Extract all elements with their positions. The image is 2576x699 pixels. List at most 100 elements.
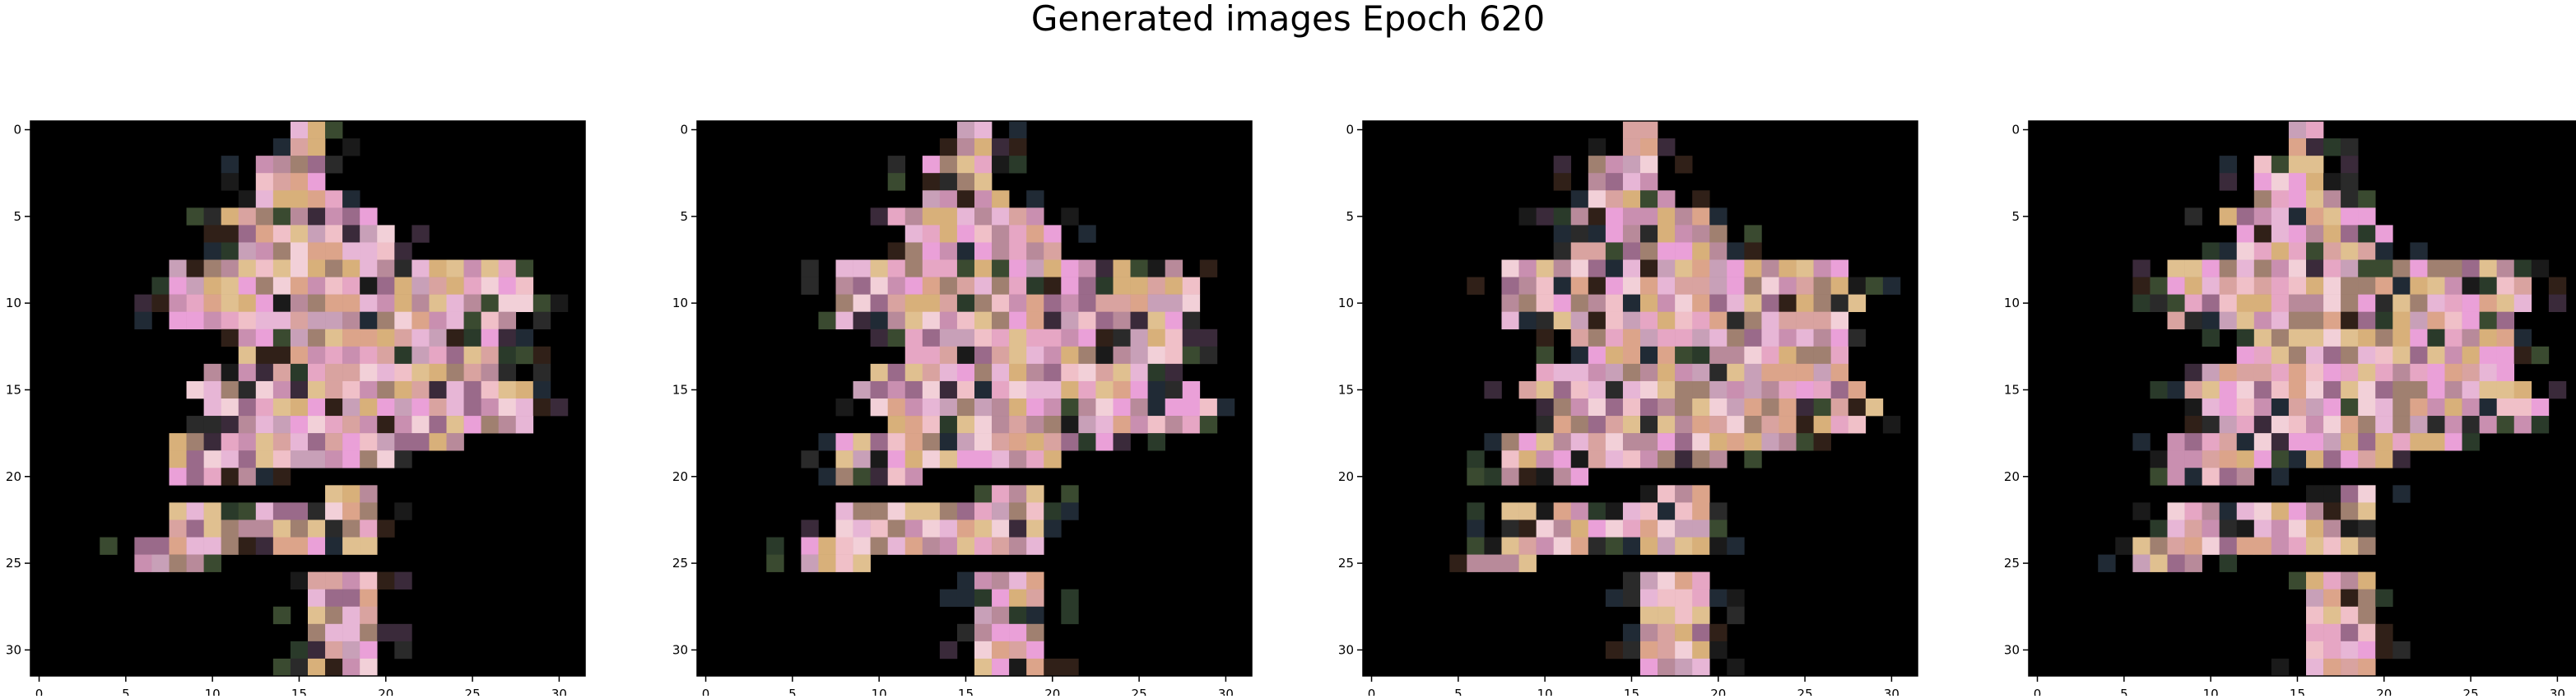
image-pixel [888,433,905,450]
image-pixel [2497,295,2514,312]
image-pixel [1571,433,1588,450]
image-pixel [2323,190,2341,207]
image-pixel [1848,416,1866,433]
image-pixel [1165,295,1183,312]
image-pixel [1779,260,1797,277]
image-pixel [2358,641,2375,659]
image-pixel [2150,295,2167,312]
image-pixel [2289,572,2306,589]
image-pixel [1709,295,1727,312]
image-pixel [1623,173,1640,190]
image-pixel [1502,312,1519,329]
image-pixel [888,502,905,520]
image-pixel [1095,277,1113,295]
image-pixel [905,538,923,555]
image-pixel [170,277,187,295]
image-pixel [2185,398,2202,416]
image-pixel [2237,207,2254,225]
image-pixel [412,398,429,416]
image-pixel [1761,347,1779,364]
image-pixel [871,538,888,555]
image-pixel [2289,242,2306,259]
image-pixel [2271,277,2289,295]
image-pixel [888,538,905,555]
image-pixel [377,398,394,416]
image-pixel [1095,347,1113,364]
image-pixel [1848,381,1866,398]
image-pixel [957,207,974,225]
image-pixel [2427,364,2444,381]
image-pixel [1148,347,1165,364]
image-pixel [1692,364,1709,381]
x-tick-label: 10 [205,687,221,696]
image-pixel [888,260,905,277]
image-pixel [1623,364,1640,381]
x-tick-label: 10 [1537,687,1553,696]
image-pixel [992,607,1009,624]
image-pixel [342,207,360,225]
image-pixel [1061,277,1078,295]
image-pixel [377,277,394,295]
x-tick-label: 15 [958,687,974,696]
image-pixel [1095,364,1113,381]
image-pixel [2202,450,2220,468]
image-pixel [1623,416,1640,433]
image-pixel [481,295,499,312]
image-pixel [360,485,377,502]
image-pixel [2220,520,2237,537]
image-pixel [342,589,360,607]
image-pixel [2323,347,2341,364]
x-tick-label: 20 [378,687,393,696]
x-tick-label: 30 [1884,687,1899,696]
image-pixel [1761,433,1779,450]
image-pixel [853,433,871,450]
image-pixel [291,242,308,259]
image-pixel [273,329,291,347]
x-tick-label: 30 [2550,687,2565,696]
image-pixel [1537,450,1554,468]
image-pixel [1009,641,1026,659]
image-pixel [273,364,291,381]
image-pixel [1571,242,1588,259]
image-pixel [1554,295,1571,312]
image-pixel [888,242,905,259]
image-pixel [1779,312,1797,329]
image-pixel [940,398,957,416]
image-pixel [957,190,974,207]
image-pixel [273,173,291,190]
image-pixel [2237,502,2254,520]
image-pixel [836,502,853,520]
image-pixel [2185,468,2202,485]
image-pixel [905,312,923,329]
image-pixel [2202,260,2220,277]
image-pixel [1009,572,1026,589]
image-pixel [1692,225,1709,242]
image-pixel [412,295,429,312]
image-pixel [1537,329,1554,347]
image-pixel [1183,277,1200,295]
image-pixel [1588,398,1606,416]
image-pixel [2445,260,2462,277]
image-pixel [1588,538,1606,555]
image-pixel [1519,381,1537,398]
image-pixel [1061,433,1078,450]
y-tick-label: 25 [672,556,688,571]
image-pixel [1588,295,1606,312]
image-pixel [1148,381,1165,398]
image-pixel [2185,502,2202,520]
image-pixel [2271,260,2289,277]
image-pixel [1131,312,1148,329]
image-pixel [256,450,273,468]
image-pixel [1640,520,1658,537]
image-pixel [1848,277,1866,295]
image-pixel [325,381,342,398]
image-pixel [2202,468,2220,485]
image-pixel [308,190,325,207]
image-pixel [2410,364,2427,381]
image-pixel [308,641,325,659]
image-pixel [533,347,551,364]
x-tick-label: 25 [465,687,481,696]
image-pixel [360,381,377,398]
image-pixel [1114,398,1131,416]
image-pixel [2358,242,2375,259]
